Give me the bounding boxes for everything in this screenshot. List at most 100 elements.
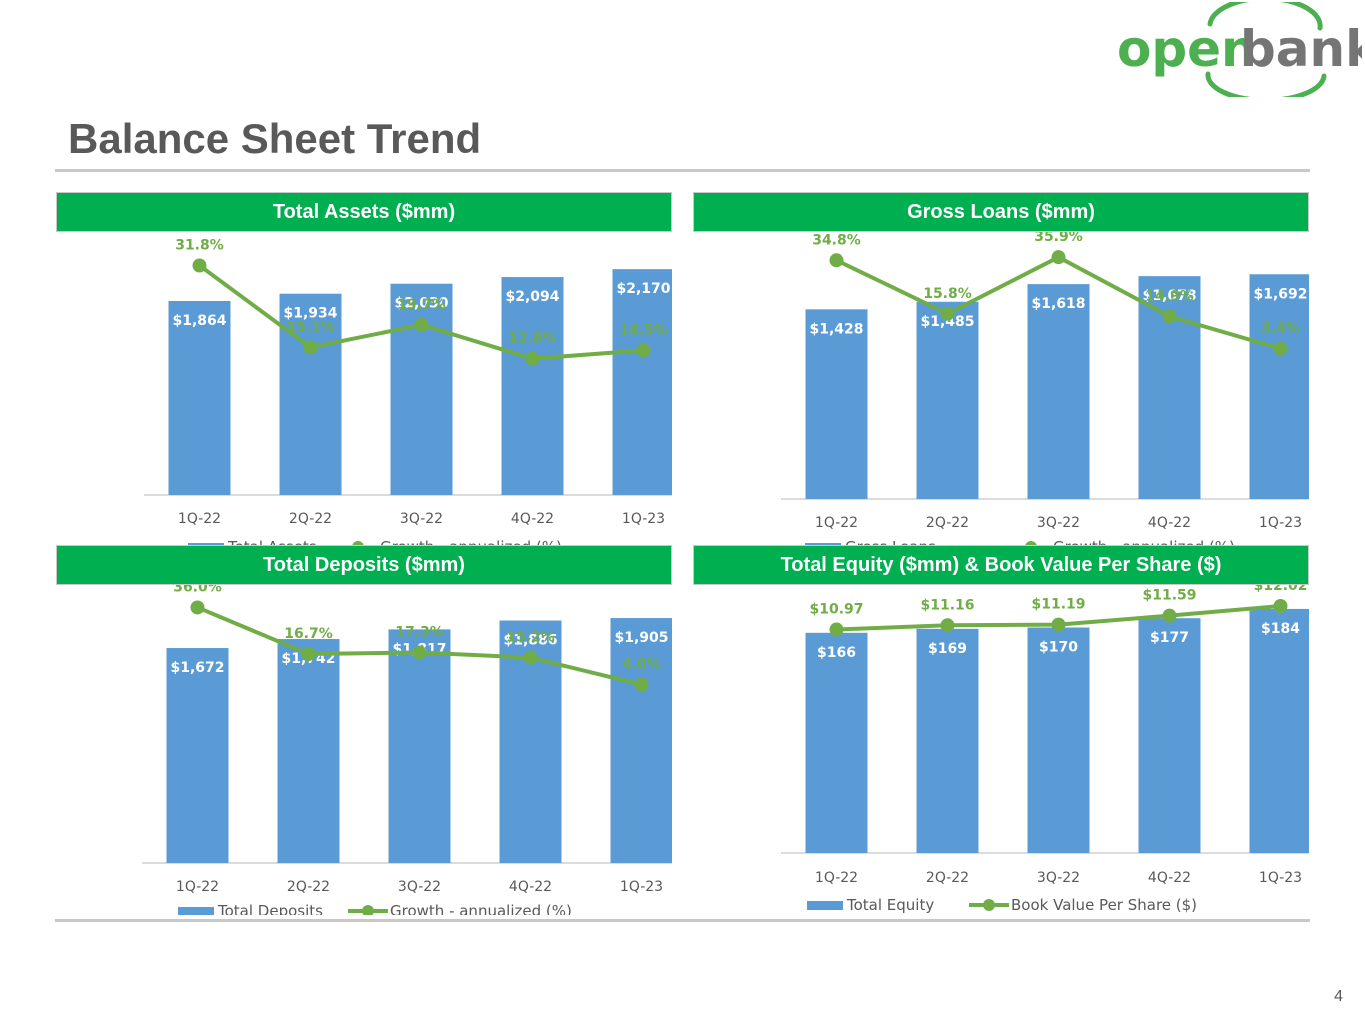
- line-value-label: $11.59: [1142, 588, 1196, 604]
- line-value-label: 3.4%: [1261, 321, 1300, 337]
- bar-4: [1249, 608, 1309, 853]
- bottom-divider: [55, 919, 1310, 922]
- line-value-label: 14.9%: [1145, 288, 1194, 304]
- bar-value-label: $2,094: [505, 289, 559, 305]
- legend-line-marker: [362, 905, 374, 915]
- line-value-label: 19.7%: [397, 297, 446, 313]
- line-value-label: 34.8%: [812, 232, 861, 248]
- legend-bar-label: Total Equity: [846, 896, 934, 914]
- bar-value-label: $166: [817, 645, 856, 661]
- bar-2: [390, 283, 453, 495]
- bar-1: [279, 293, 342, 495]
- page-number: 4: [1334, 988, 1343, 1005]
- total-equity-panel: Total Equity ($mm) & Book Value Per Shar…: [693, 545, 1309, 915]
- line-point-3: [1162, 608, 1177, 623]
- line-point-0: [829, 622, 844, 637]
- line-value-label: 14.5%: [619, 322, 668, 338]
- bar-value-label: $1,678: [1142, 288, 1196, 304]
- bar-1: [916, 301, 979, 499]
- category-tick-label: 4Q-22: [1148, 870, 1191, 886]
- bar-value-label: $184: [1261, 621, 1300, 637]
- category-tick-label: 1Q-23: [1259, 515, 1302, 531]
- page-title: Balance Sheet Trend: [68, 115, 482, 162]
- bar-2: [1027, 627, 1090, 853]
- logo-arc-top: [1207, 2, 1323, 31]
- line-point-0: [192, 258, 207, 273]
- total-equity-header: Total Equity ($mm) & Book Value Per Shar…: [693, 545, 1309, 585]
- category-tick-label: 3Q-22: [398, 879, 441, 895]
- total-assets-panel: Total Assets ($mm) $1,864 1Q-22 $1,934 2Q-2…: [56, 192, 672, 552]
- line-point-4: [634, 677, 649, 692]
- bar-4: [612, 269, 672, 495]
- line-value-label: 35.9%: [1034, 232, 1083, 245]
- line-value-label: 16.7%: [284, 626, 333, 642]
- bar-4: [610, 618, 672, 863]
- legend-line-marker: [983, 899, 995, 911]
- bar-4: [1249, 274, 1309, 499]
- bar-value-label: $170: [1039, 639, 1078, 655]
- bar-value-label: $177: [1150, 630, 1189, 646]
- bar-3: [1138, 618, 1201, 853]
- top-divider: [55, 169, 1310, 172]
- category-tick-label: 1Q-22: [176, 879, 219, 895]
- total-deposits-header: Total Deposits ($mm): [56, 545, 672, 585]
- gross-loans-header: Gross Loans ($mm): [693, 192, 1309, 232]
- category-tick-label: 1Q-22: [815, 870, 858, 886]
- total-assets-chart: $1,864 1Q-22 $1,934 2Q-22 $2,030 3Q-22 $2,094 4…: [144, 238, 672, 552]
- legend-line-label: Growth - annualized (%): [390, 902, 572, 915]
- bar-value-label: $1,618: [1031, 296, 1085, 312]
- category-tick-label: 3Q-22: [1037, 515, 1080, 531]
- category-tick-label: 2Q-22: [926, 870, 969, 886]
- category-tick-label: 4Q-22: [1148, 515, 1191, 531]
- bar-value-label: $2,030: [394, 296, 448, 312]
- total-deposits-chart: $1,6721Q-22$1,7422Q-22$1,8173Q-22$1,8864…: [142, 585, 672, 915]
- gross-loans-chart: $1,428 1Q-22 $1,485 2Q-22 $1,618 3Q-22 $1,678 4…: [781, 232, 1309, 552]
- line-point-1: [940, 306, 955, 321]
- bar-0: [166, 648, 229, 863]
- line-value-label: $10.97: [809, 602, 863, 618]
- bar-value-label: $1,886: [503, 633, 557, 649]
- line-point-2: [412, 645, 427, 660]
- bar-value-label: $1,692: [1253, 286, 1307, 302]
- line-value-label: 31.8%: [175, 238, 224, 254]
- category-tick-label: 1Q-23: [1259, 870, 1302, 886]
- category-tick-label: 4Q-22: [509, 879, 552, 895]
- line-value-label: $11.19: [1031, 597, 1085, 613]
- bar-1: [916, 628, 979, 853]
- category-tick-label: 2Q-22: [287, 879, 330, 895]
- bar-value-label: $169: [928, 641, 967, 657]
- line-value-label: 15.8%: [923, 286, 972, 302]
- bar-0: [168, 300, 231, 495]
- line-point-4: [1273, 599, 1288, 613]
- bar-2: [1027, 284, 1090, 499]
- category-tick-label: 1Q-23: [620, 879, 663, 895]
- bar-value-label: $1,934: [283, 306, 337, 322]
- line-point-2: [414, 317, 429, 332]
- line-value-label: $12.02: [1253, 585, 1307, 594]
- line-value-label: 15.2%: [506, 630, 555, 646]
- bar-value-label: $1,485: [920, 314, 974, 330]
- category-tick-label: 4Q-22: [511, 511, 554, 527]
- line-value-label: 36.0%: [173, 585, 222, 595]
- category-tick-label: 1Q-22: [178, 511, 221, 527]
- line-point-2: [1051, 250, 1066, 265]
- line-point-3: [525, 351, 540, 366]
- bar-value-label: $2,170: [616, 281, 670, 297]
- legend-bar-label: Total Deposits: [217, 902, 323, 915]
- logo-text-open: open: [1117, 20, 1257, 78]
- bar-value-label: $1,672: [170, 660, 224, 676]
- line-point-1: [301, 646, 316, 661]
- line-value-label: 17.3%: [395, 625, 444, 641]
- bar-2: [388, 629, 451, 863]
- category-tick-label: 3Q-22: [1037, 870, 1080, 886]
- line-value-label: 12.8%: [508, 331, 557, 347]
- bar-value-label: $1,905: [614, 630, 668, 646]
- category-tick-label: 2Q-22: [289, 511, 332, 527]
- line-point-4: [1273, 341, 1288, 356]
- line-value-label: 4.0%: [622, 657, 661, 673]
- gross-loans-panel: Gross Loans ($mm) $1,428 1Q-22 $1,485 2Q-22…: [693, 192, 1309, 552]
- line-value-label: 15.1%: [286, 319, 335, 335]
- line-point-3: [1162, 309, 1177, 324]
- openbank-logo: open bank: [1117, 2, 1362, 97]
- total-assets-header: Total Assets ($mm): [56, 192, 672, 232]
